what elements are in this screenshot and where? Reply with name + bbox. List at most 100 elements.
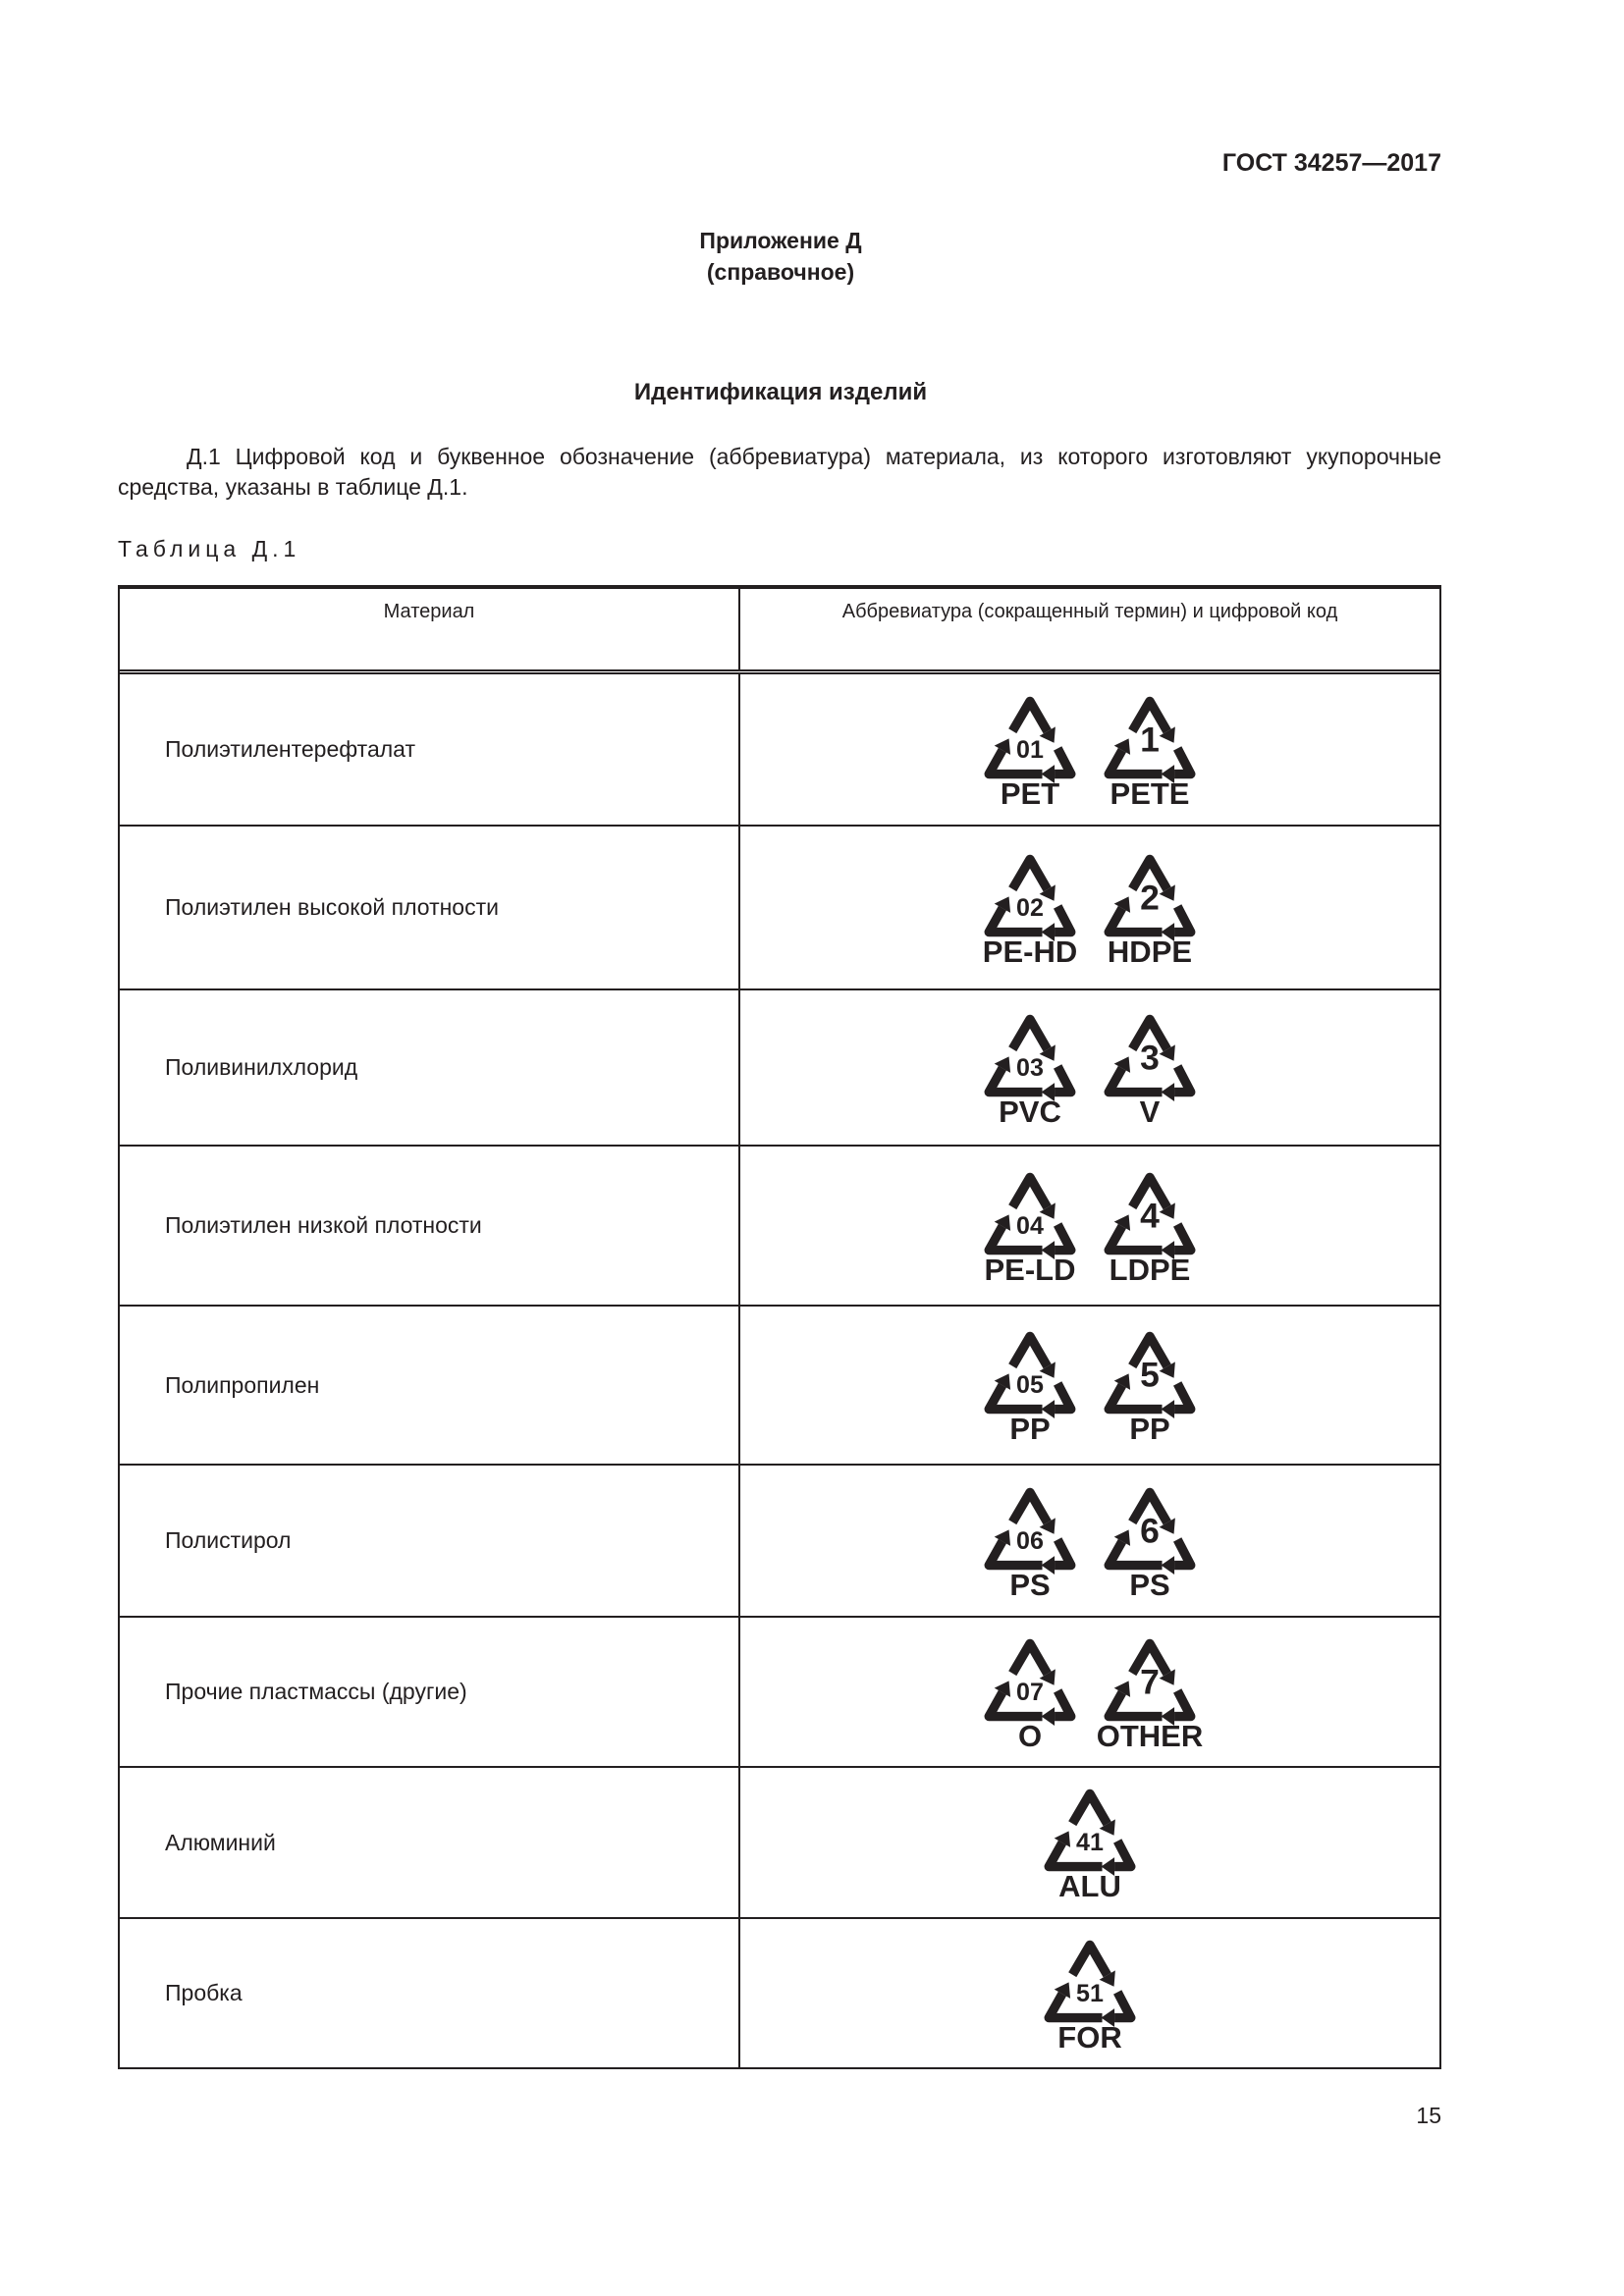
abbreviation-label: PP <box>1009 1412 1051 1446</box>
symbols-cell: 05 PP 5 PP <box>740 1307 1439 1464</box>
abbreviation-label: PVC <box>999 1094 1061 1129</box>
material-name: Полистирол <box>120 1466 740 1616</box>
material-name: Алюминий <box>120 1768 740 1917</box>
recycling-triangle-icon: 05 <box>984 1331 1076 1418</box>
symbols-cell: 07 O 7 OTHER <box>740 1618 1439 1766</box>
abbreviation-label: PE-HD <box>982 934 1078 969</box>
recycling-number: 7 <box>1140 1662 1160 1701</box>
abbreviation-label: ALU <box>1058 1869 1121 1903</box>
document-code: ГОСТ 34257—2017 <box>1221 149 1441 177</box>
table-header-row: Материал Аббревиатура (сокращенный терми… <box>120 587 1439 669</box>
recycling-triangle-icon: 01 <box>984 696 1076 783</box>
page-number: 15 <box>1416 2103 1441 2128</box>
recycling-code: 51 FOR <box>1038 1936 1142 2055</box>
recycling-number: 04 <box>1016 1211 1044 1239</box>
abbreviation-label: PET <box>1000 775 1060 811</box>
recycling-triangle-icon: 02 <box>984 854 1076 941</box>
recycling-triangle-icon: 51 <box>1044 1940 1136 2027</box>
recycling-number: 4 <box>1140 1196 1160 1235</box>
abbreviation-label: PS <box>1129 1567 1170 1602</box>
abbreviation-label: PS <box>1009 1567 1051 1602</box>
table-row: Полиэтилентерефталат 01 PET 1 PETE <box>120 669 1439 825</box>
material-name: Полиэтилентерефталат <box>120 674 740 825</box>
symbols-cell: 03 PVC 3 V <box>740 990 1439 1145</box>
appendix-title: Приложение Д <box>699 228 862 253</box>
recycling-triangle-icon: 1 <box>1104 696 1196 783</box>
paragraph: Д.1 Цифровой код и буквенное обозначение… <box>118 444 1441 500</box>
abbreviation-label: FOR <box>1057 2019 1122 2055</box>
abbreviation-label: PETE <box>1110 775 1190 811</box>
symbols-cell: 51 FOR <box>740 1919 1439 2067</box>
recycling-triangle-icon: 2 <box>1104 854 1196 941</box>
recycling-number: 41 <box>1076 1829 1104 1856</box>
header-abbreviation: Аббревиатура (сокращенный термин) и цифр… <box>841 601 1338 622</box>
recycling-number: 06 <box>1016 1526 1044 1554</box>
recycling-number: 5 <box>1140 1356 1160 1395</box>
recycling-code: 05 PP <box>978 1327 1082 1446</box>
table-row: Полиэтилен высокой плотности 02 PE-HD 2 HDPE <box>120 825 1439 988</box>
abbreviation-label: O <box>1017 1718 1043 1753</box>
recycling-code: 7 OTHER <box>1096 1634 1204 1753</box>
material-name: Полиэтилен низкой плотности <box>120 1147 740 1305</box>
material-name: Полиэтилен высокой плотности <box>120 827 740 988</box>
material-name: Поливинилхлорид <box>120 990 740 1145</box>
material-name: Полипропилен <box>120 1307 740 1464</box>
header-material: Материал <box>120 589 740 669</box>
abbreviation-label: LDPE <box>1109 1252 1191 1287</box>
recycling-code: 1 PETE <box>1098 692 1202 811</box>
recycling-triangle-icon: 5 <box>1104 1331 1196 1418</box>
table-row: Пробка 51 FOR <box>120 1917 1439 2067</box>
recycling-triangle-icon: 07 <box>984 1638 1076 1726</box>
symbols-cell: 04 PE-LD 4 LDPE <box>740 1147 1439 1305</box>
recycling-triangle-icon: 6 <box>1104 1487 1196 1575</box>
recycling-code: 6 PS <box>1098 1483 1202 1602</box>
recycling-number: 51 <box>1076 1979 1104 2006</box>
symbols-cell: 02 PE-HD 2 HDPE <box>740 827 1439 988</box>
recycling-code: 41 ALU <box>1038 1785 1142 1903</box>
table-caption: Таблица Д.1 <box>118 536 301 561</box>
material-name: Прочие пластмассы (другие) <box>120 1618 740 1766</box>
table-row: Алюминий 41 ALU <box>120 1766 1439 1917</box>
appendix-subtitle: (справочное) <box>706 259 855 285</box>
materials-table: Материал Аббревиатура (сокращенный терми… <box>118 585 1441 2069</box>
recycling-triangle-icon: 7 <box>1104 1638 1196 1726</box>
symbols-cell: 41 ALU <box>740 1768 1439 1917</box>
recycling-code: 2 HDPE <box>1098 850 1202 969</box>
table-row: Поливинилхлорид 03 PVC 3 V <box>120 988 1439 1145</box>
recycling-number: 07 <box>1016 1678 1044 1705</box>
recycling-number: 6 <box>1140 1511 1160 1550</box>
recycling-number: 2 <box>1140 878 1160 917</box>
recycling-code: 06 PS <box>978 1483 1082 1602</box>
abbreviation-label: HDPE <box>1107 934 1193 969</box>
section-title: Идентификация изделий <box>633 379 928 405</box>
recycling-triangle-icon: 41 <box>1044 1789 1136 1876</box>
recycling-code: 4 LDPE <box>1098 1168 1202 1287</box>
abbreviation-label: OTHER <box>1096 1718 1204 1753</box>
table-row: Полистирол 06 PS 6 PS <box>120 1464 1439 1616</box>
recycling-number: 03 <box>1016 1053 1044 1081</box>
symbols-cell: 06 PS 6 PS <box>740 1466 1439 1616</box>
abbreviation-label: V <box>1139 1094 1161 1129</box>
abbreviation-label: PE-LD <box>984 1252 1076 1287</box>
recycling-number: 01 <box>1016 735 1044 763</box>
recycling-number: 1 <box>1140 720 1160 759</box>
recycling-triangle-icon: 03 <box>984 1014 1076 1101</box>
recycling-code: 03 PVC <box>978 1010 1082 1129</box>
material-name: Пробка <box>120 1919 740 2067</box>
recycling-code: 02 PE-HD <box>978 850 1082 969</box>
recycling-code: 07 O <box>978 1634 1082 1753</box>
recycling-triangle-icon: 04 <box>984 1172 1076 1259</box>
recycling-code: 04 PE-LD <box>978 1168 1082 1287</box>
table-row: Полипропилен 05 PP 5 PP <box>120 1305 1439 1464</box>
table-row: Прочие пластмассы (другие) 07 O 7 OTHER <box>120 1616 1439 1766</box>
recycling-code: 01 PET <box>978 692 1082 811</box>
recycling-number: 05 <box>1016 1371 1044 1399</box>
table-body: Полиэтилентерефталат 01 PET 1 PETE Полиэтилен… <box>120 669 1439 2067</box>
recycling-triangle-icon: 3 <box>1104 1014 1196 1101</box>
recycling-triangle-icon: 06 <box>984 1487 1076 1575</box>
symbols-cell: 01 PET 1 PETE <box>740 674 1439 825</box>
recycling-triangle-icon: 4 <box>1104 1172 1196 1259</box>
recycling-code: 5 PP <box>1098 1327 1202 1444</box>
table-row: Полиэтилен низкой плотности 04 PE-LD 4 LDPE <box>120 1145 1439 1305</box>
